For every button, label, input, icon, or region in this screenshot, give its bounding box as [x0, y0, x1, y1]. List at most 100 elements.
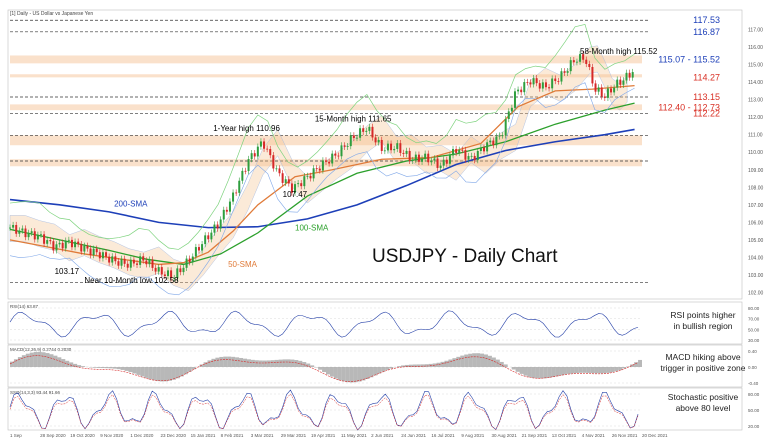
macd-bar [310, 365, 315, 367]
candle-body [386, 143, 389, 151]
candle-body [228, 201, 231, 212]
candle-body [238, 180, 241, 193]
candle-body [619, 79, 622, 85]
candle-body [235, 192, 238, 194]
macd-bar [523, 367, 528, 376]
annotation-4: 200-SMA [114, 200, 148, 209]
macd-bar [531, 367, 536, 378]
indicator-tick-1-2: -0.40 [748, 381, 759, 386]
candle-body [33, 231, 36, 240]
annotation-8: Near 10-Month low 102.58 [84, 276, 179, 285]
candle-body [136, 263, 139, 265]
candle-body [427, 153, 430, 163]
macd-bar [555, 367, 560, 377]
macd-bar [112, 367, 117, 369]
macd-bar [282, 359, 287, 367]
candle-body [142, 256, 145, 261]
indicator-tick-0-1: 70.00 [748, 317, 760, 322]
macd-bar [420, 364, 425, 367]
candle-body [349, 135, 352, 147]
indicator-tick-2-1: 50.00 [748, 408, 760, 413]
x-tick-label-5: 23 Dec 2020 [160, 433, 186, 438]
candle-body [9, 227, 11, 229]
candle-body [430, 160, 433, 163]
macd-bar [77, 365, 82, 367]
envelope-upper-line [9, 23, 635, 250]
candle-body [129, 259, 132, 268]
candle-body [92, 248, 95, 256]
candle-body [182, 267, 185, 273]
rsi-header: RSI(14) 63.87 [10, 304, 39, 309]
macd-bar [100, 367, 105, 369]
candle-body [436, 158, 439, 168]
chart-title: USDJPY - Daily Chart [372, 246, 558, 267]
candle-body [201, 244, 204, 251]
macd-bar [566, 367, 571, 374]
right-price-label-6: 112.22 [693, 108, 720, 118]
candle-body [399, 143, 402, 153]
macd-bar [412, 364, 417, 367]
macd-bar [37, 351, 42, 367]
zone-1 [10, 74, 642, 78]
candle-body [417, 154, 420, 162]
candle-body [600, 87, 603, 97]
candle-body [579, 54, 582, 62]
candle-body [613, 87, 616, 93]
candle-body [272, 155, 275, 169]
candle-body [628, 72, 631, 78]
axis-tick-label-12: 105.00 [748, 238, 764, 244]
candle-body [588, 63, 591, 68]
macd-bar [183, 367, 188, 375]
candle-body [458, 149, 461, 153]
macd-bar [223, 356, 228, 367]
macd-bar [377, 367, 382, 374]
candle-body [318, 168, 321, 171]
candle-body [101, 252, 104, 259]
macd-bar [140, 367, 145, 377]
macd-bar [341, 367, 346, 382]
candle-body [476, 150, 479, 161]
candle-body [383, 150, 386, 152]
candle-body [365, 130, 368, 132]
macd-bar [586, 367, 591, 373]
macd-bar [385, 367, 390, 370]
candle-body [294, 184, 297, 193]
candle-body [343, 145, 346, 147]
candle-body [225, 209, 228, 212]
macd-bar [124, 367, 129, 371]
x-tick-label-21: 20 Dec 2021 [642, 433, 668, 438]
macd-bar [345, 367, 350, 383]
stochastic-panel: SSO(14,3,3) 93.44 91.66 Stochastic posit… [7, 387, 760, 431]
candle-body [219, 219, 222, 229]
macd-bar [302, 362, 307, 367]
candle-body [185, 258, 188, 268]
macd-bar [96, 367, 101, 368]
macd-bar [369, 367, 374, 378]
macd-bar [622, 367, 627, 369]
candle-body [355, 137, 358, 139]
macd-bar [472, 353, 477, 367]
candle-body [244, 170, 247, 172]
indicator-tick-2-0: 80.00 [748, 392, 760, 397]
stochastic-signal-line [9, 393, 639, 431]
macd-bar [464, 354, 469, 367]
macd-bar [436, 362, 441, 367]
macd-bar [278, 359, 283, 367]
candle-body [594, 83, 597, 92]
candle-body [405, 150, 408, 154]
candle-body [30, 231, 33, 233]
macd-bar [598, 367, 603, 374]
macd-bar [92, 367, 97, 368]
axis-tick-label-0: 117.00 [748, 28, 763, 34]
macd-bar [81, 366, 86, 367]
zone-2 [10, 104, 642, 111]
candle-body [346, 146, 349, 147]
candle-body [368, 126, 371, 131]
candle-body [191, 256, 194, 263]
candle-body [371, 126, 374, 138]
macd-bar [258, 360, 263, 367]
candle-body [232, 192, 235, 202]
candle-body [55, 244, 58, 251]
candle-body [297, 183, 300, 185]
candle-body [278, 168, 281, 174]
